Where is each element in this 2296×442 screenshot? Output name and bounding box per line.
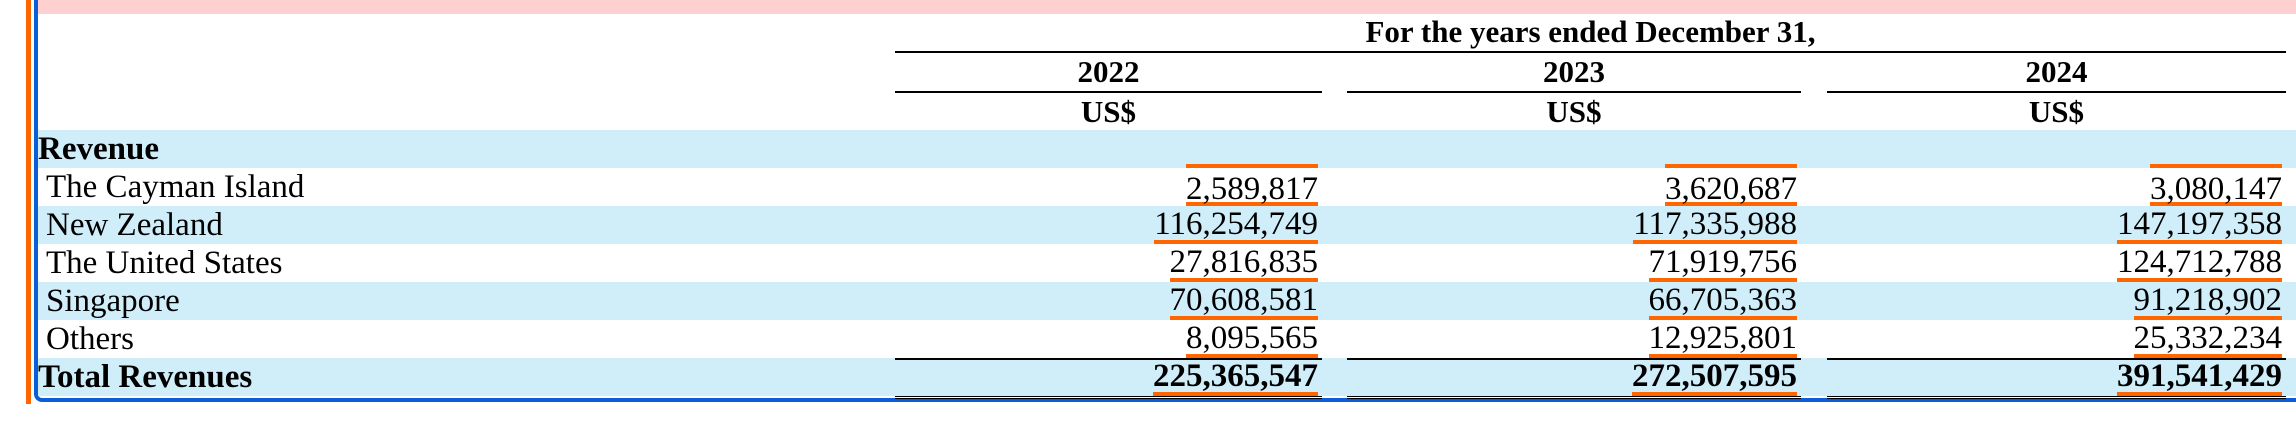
top-highlight-strip xyxy=(38,0,2296,14)
year-header: 2022 xyxy=(1077,54,1140,89)
currency-header: US$ xyxy=(1080,94,1137,129)
value-cell: 391,541,429 xyxy=(2117,358,2282,396)
table-row: New Zealand 116,254,749 117,335,988 147,197… xyxy=(38,206,2296,244)
value-cell: 71,919,756 xyxy=(1648,244,1797,282)
table-title: For the years ended December 31, xyxy=(1365,14,1816,49)
section-label: Revenue xyxy=(38,131,159,167)
value-cell: 91,218,902 xyxy=(2133,282,2282,320)
value-cell: 66,705,363 xyxy=(1648,282,1797,320)
row-label: Total Revenues xyxy=(38,359,253,395)
selection-frame xyxy=(34,0,2296,402)
row-label: The United States xyxy=(46,245,283,281)
value-cell: 116,254,749 xyxy=(1154,206,1318,244)
year-underline xyxy=(1347,91,1801,93)
value-cell: 272,507,595 xyxy=(1632,358,1797,396)
title-underline xyxy=(895,51,2286,53)
total-top-rule xyxy=(1347,358,1801,360)
table-row: Singapore 70,608,581 66,705,363 91,218,902 xyxy=(38,282,2296,320)
table-row: The Cayman Island 2,589,817 3,620,687 3,080… xyxy=(38,164,2296,207)
total-row: Total Revenues 225,365,547 272,507,595 39… xyxy=(38,358,2296,399)
value-cell: 27,816,835 xyxy=(1169,244,1318,282)
table-row: The United States 27,816,835 71,919,756 124… xyxy=(38,244,2296,282)
total-bottom-rule xyxy=(895,396,1322,399)
total-bottom-rule xyxy=(1347,396,1801,399)
total-bottom-rule xyxy=(1827,396,2286,399)
value-cell: 8,095,565 xyxy=(1186,320,1318,358)
table-row: Others 8,095,565 12,925,801 25,332,234 xyxy=(38,320,2296,358)
row-label: Others xyxy=(46,321,134,357)
value-cell: 70,608,581 xyxy=(1169,282,1318,320)
left-highlight-bar xyxy=(26,0,31,404)
year-underline xyxy=(895,91,1322,93)
row-label: Singapore xyxy=(46,283,180,319)
total-top-rule xyxy=(1827,358,2286,360)
value-cell: 25,332,234 xyxy=(2133,320,2282,358)
section-row-revenue: Revenue xyxy=(38,130,2296,168)
value-cell: 117,335,988 xyxy=(1633,206,1797,244)
year-underline xyxy=(1827,91,2286,93)
year-header: 2023 xyxy=(1543,54,1605,89)
value-cell: 12,925,801 xyxy=(1648,320,1797,358)
year-header: 2024 xyxy=(2025,54,2088,89)
currency-header: US$ xyxy=(1546,94,1602,129)
value-cell: 3,080,147 xyxy=(2150,164,2282,207)
value-cell: 147,197,358 xyxy=(2117,206,2282,244)
row-label: New Zealand xyxy=(46,207,223,243)
value-cell: 3,620,687 xyxy=(1665,164,1797,207)
value-cell: 2,589,817 xyxy=(1186,164,1318,207)
row-label: The Cayman Island xyxy=(46,169,305,205)
value-cell: 124,712,788 xyxy=(2117,244,2282,282)
currency-header: US$ xyxy=(2028,94,2085,129)
total-top-rule xyxy=(895,358,1322,360)
value-cell: 225,365,547 xyxy=(1153,358,1318,396)
